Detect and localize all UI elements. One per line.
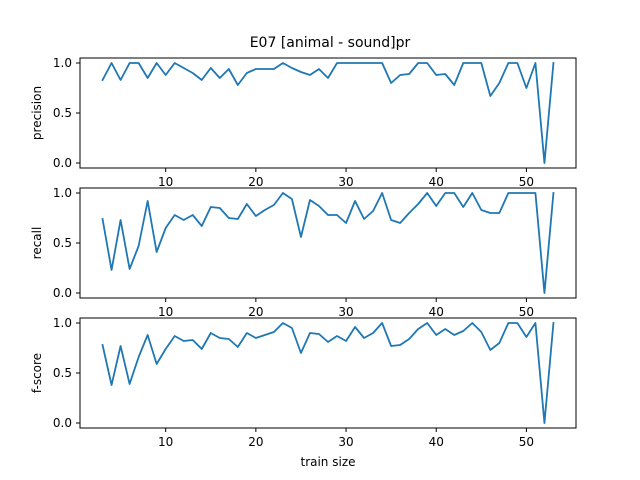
f-score-xtick-label: 30 (338, 435, 353, 449)
recall-xtick-label: 30 (338, 305, 353, 319)
recall-ylabel: recall (30, 227, 44, 260)
precision-axes-frame (79, 57, 577, 169)
f-score-ytick-label: 1.0 (53, 316, 72, 330)
precision-xtick-label: 20 (248, 175, 263, 189)
f-score-series-line (101, 322, 555, 424)
precision-xtick-label: 50 (519, 175, 534, 189)
f-score-ytick-label: 0.5 (53, 366, 72, 380)
recall-xtick-label: 10 (158, 305, 173, 319)
recall-ytick-label: 0.5 (53, 236, 72, 250)
precision-xtick-label: 30 (338, 175, 353, 189)
f-score-axes-frame (79, 317, 577, 429)
precision-ytick-label: 0.5 (53, 106, 72, 120)
chart-title: E07 [animal - sound]pr (250, 35, 411, 51)
recall-panel: 10 20 30 40 50 0.0 0.5 1.0 recall (30, 186, 577, 319)
precision-ylabel: precision (30, 86, 44, 140)
precision-ytick-label: 0.0 (53, 156, 72, 170)
recall-ytick-label: 0.0 (53, 286, 72, 300)
f-score-ytick-label: 0.0 (53, 416, 72, 430)
f-score-panel: 10 20 30 40 50 0.0 0.5 1.0 f-score train size (30, 316, 577, 469)
f-score-xtick-label: 10 (158, 435, 173, 449)
precision-ytick-label: 1.0 (53, 56, 72, 70)
f-score-xtick-label: 50 (519, 435, 534, 449)
precision-xtick-label: 10 (158, 175, 173, 189)
f-score-ylabel: f-score (30, 353, 44, 393)
f-score-xtick-label: 40 (429, 435, 444, 449)
f-score-xtick-label: 20 (248, 435, 263, 449)
recall-xtick-label: 50 (519, 305, 534, 319)
recall-series-line (101, 192, 555, 294)
precision-xtick-label: 40 (429, 175, 444, 189)
f-score-xlabel: train size (300, 455, 355, 469)
recall-xtick-label: 20 (248, 305, 263, 319)
recall-ytick-label: 1.0 (53, 186, 72, 200)
recall-xtick-label: 40 (429, 305, 444, 319)
precision-series-line (101, 62, 555, 164)
precision-panel: 10 20 30 40 50 0.0 0.5 1.0 precision (30, 56, 577, 189)
